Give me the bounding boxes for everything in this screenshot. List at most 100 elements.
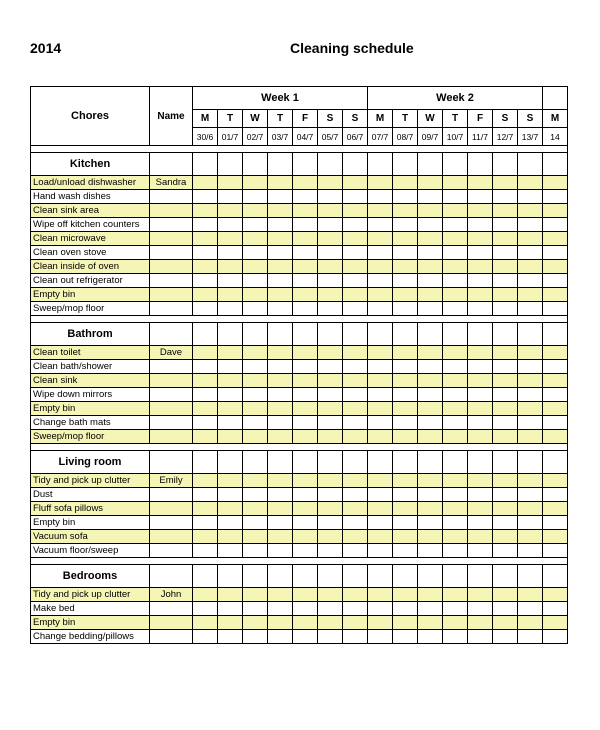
schedule-cell[interactable] (368, 360, 393, 374)
schedule-cell[interactable] (343, 176, 368, 190)
schedule-cell[interactable] (318, 374, 343, 388)
schedule-cell[interactable] (443, 616, 468, 630)
schedule-cell[interactable] (218, 402, 243, 416)
schedule-cell[interactable] (218, 360, 243, 374)
schedule-cell[interactable] (318, 616, 343, 630)
schedule-cell[interactable] (218, 346, 243, 360)
schedule-cell[interactable] (268, 374, 293, 388)
schedule-cell[interactable] (343, 360, 368, 374)
schedule-cell[interactable] (218, 616, 243, 630)
schedule-cell[interactable] (393, 430, 418, 444)
schedule-cell[interactable] (493, 246, 518, 260)
schedule-cell[interactable] (468, 530, 493, 544)
schedule-cell[interactable] (268, 588, 293, 602)
schedule-cell[interactable] (418, 218, 443, 232)
schedule-cell[interactable] (443, 218, 468, 232)
schedule-cell[interactable] (343, 516, 368, 530)
schedule-cell[interactable] (418, 388, 443, 402)
schedule-cell[interactable] (193, 402, 218, 416)
schedule-cell[interactable] (243, 346, 268, 360)
schedule-cell[interactable] (318, 246, 343, 260)
schedule-cell[interactable] (268, 190, 293, 204)
schedule-cell[interactable] (193, 630, 218, 644)
schedule-cell[interactable] (343, 260, 368, 274)
schedule-cell[interactable] (343, 346, 368, 360)
schedule-cell[interactable] (218, 204, 243, 218)
schedule-cell[interactable] (318, 204, 343, 218)
schedule-cell[interactable] (543, 616, 568, 630)
schedule-cell[interactable] (318, 602, 343, 616)
schedule-cell[interactable] (318, 516, 343, 530)
schedule-cell[interactable] (468, 218, 493, 232)
schedule-cell[interactable] (343, 502, 368, 516)
schedule-cell[interactable] (493, 544, 518, 558)
schedule-cell[interactable] (543, 260, 568, 274)
schedule-cell[interactable] (443, 388, 468, 402)
schedule-cell[interactable] (293, 588, 318, 602)
schedule-cell[interactable] (343, 204, 368, 218)
schedule-cell[interactable] (243, 274, 268, 288)
schedule-cell[interactable] (193, 474, 218, 488)
schedule-cell[interactable] (418, 402, 443, 416)
schedule-cell[interactable] (518, 502, 543, 516)
schedule-cell[interactable] (368, 544, 393, 558)
schedule-cell[interactable] (218, 416, 243, 430)
schedule-cell[interactable] (493, 302, 518, 316)
schedule-cell[interactable] (543, 360, 568, 374)
schedule-cell[interactable] (368, 274, 393, 288)
schedule-cell[interactable] (518, 530, 543, 544)
schedule-cell[interactable] (468, 388, 493, 402)
schedule-cell[interactable] (193, 544, 218, 558)
schedule-cell[interactable] (218, 516, 243, 530)
schedule-cell[interactable] (268, 530, 293, 544)
schedule-cell[interactable] (318, 274, 343, 288)
schedule-cell[interactable] (393, 346, 418, 360)
schedule-cell[interactable] (193, 218, 218, 232)
schedule-cell[interactable] (368, 288, 393, 302)
schedule-cell[interactable] (293, 544, 318, 558)
schedule-cell[interactable] (468, 246, 493, 260)
schedule-cell[interactable] (368, 530, 393, 544)
schedule-cell[interactable] (393, 204, 418, 218)
schedule-cell[interactable] (368, 190, 393, 204)
schedule-cell[interactable] (218, 190, 243, 204)
schedule-cell[interactable] (368, 474, 393, 488)
schedule-cell[interactable] (218, 218, 243, 232)
schedule-cell[interactable] (293, 246, 318, 260)
schedule-cell[interactable] (393, 530, 418, 544)
schedule-cell[interactable] (268, 204, 293, 218)
schedule-cell[interactable] (193, 374, 218, 388)
schedule-cell[interactable] (393, 416, 418, 430)
schedule-cell[interactable] (393, 488, 418, 502)
schedule-cell[interactable] (393, 516, 418, 530)
schedule-cell[interactable] (518, 416, 543, 430)
schedule-cell[interactable] (543, 232, 568, 246)
schedule-cell[interactable] (218, 430, 243, 444)
schedule-cell[interactable] (218, 232, 243, 246)
schedule-cell[interactable] (243, 246, 268, 260)
schedule-cell[interactable] (268, 416, 293, 430)
schedule-cell[interactable] (393, 388, 418, 402)
schedule-cell[interactable] (493, 288, 518, 302)
schedule-cell[interactable] (318, 388, 343, 402)
schedule-cell[interactable] (543, 176, 568, 190)
schedule-cell[interactable] (268, 474, 293, 488)
schedule-cell[interactable] (443, 530, 468, 544)
schedule-cell[interactable] (393, 630, 418, 644)
schedule-cell[interactable] (518, 302, 543, 316)
schedule-cell[interactable] (193, 516, 218, 530)
schedule-cell[interactable] (368, 616, 393, 630)
schedule-cell[interactable] (443, 346, 468, 360)
schedule-cell[interactable] (243, 302, 268, 316)
schedule-cell[interactable] (468, 260, 493, 274)
schedule-cell[interactable] (518, 374, 543, 388)
schedule-cell[interactable] (293, 374, 318, 388)
schedule-cell[interactable] (443, 474, 468, 488)
schedule-cell[interactable] (193, 488, 218, 502)
schedule-cell[interactable] (518, 544, 543, 558)
schedule-cell[interactable] (343, 430, 368, 444)
schedule-cell[interactable] (443, 360, 468, 374)
schedule-cell[interactable] (543, 190, 568, 204)
schedule-cell[interactable] (293, 302, 318, 316)
schedule-cell[interactable] (218, 502, 243, 516)
